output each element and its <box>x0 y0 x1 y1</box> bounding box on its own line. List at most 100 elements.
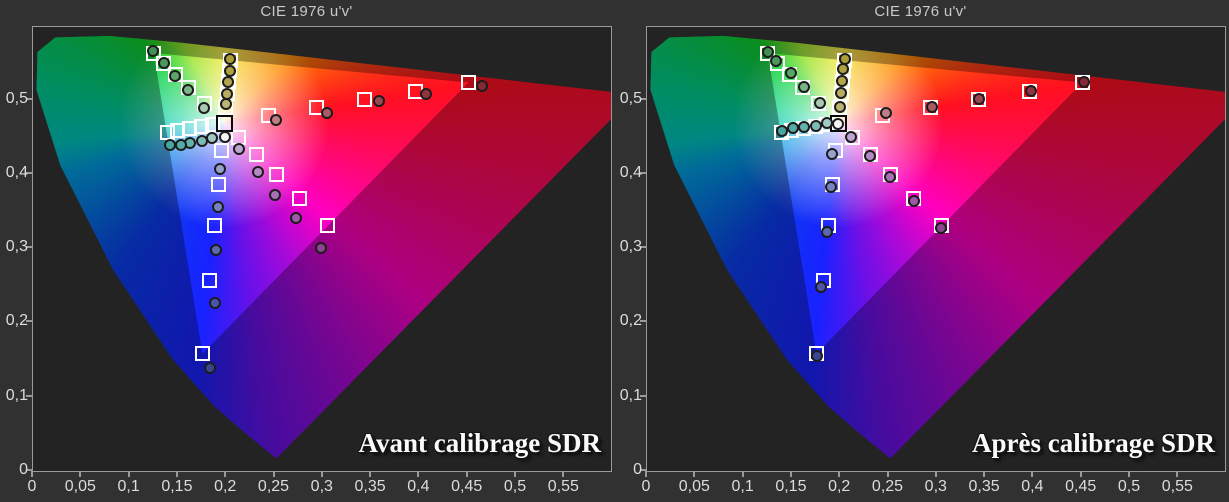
x-axis-tick-label: 0,4 <box>407 478 430 495</box>
red-target-60-marker <box>356 92 372 107</box>
red-measured-80-marker <box>420 88 433 101</box>
magenta-measured-20-marker <box>232 143 245 156</box>
x-axis-tick-label: 0,1 <box>731 478 754 495</box>
magenta-target-60-marker <box>268 167 284 183</box>
y-axis-tick <box>26 320 33 323</box>
x-axis-tick <box>562 471 565 477</box>
x-axis-tick <box>1079 471 1082 477</box>
red-measured-100-marker <box>476 80 489 93</box>
cyan-target-100-marker <box>159 124 175 140</box>
x-axis-tick-label: 0,05 <box>64 478 96 495</box>
white-point-measured-marker <box>832 118 845 131</box>
cyan-measured-80-marker <box>786 122 799 135</box>
x-axis-tick-label: 0,5 <box>1117 478 1141 495</box>
y-axis-tick <box>640 97 647 100</box>
blue-measured-40-marker <box>212 201 225 214</box>
y-axis-tick-label: 0,1 <box>619 386 642 404</box>
x-axis-tick <box>514 471 516 477</box>
blue-measured-80-marker <box>814 280 827 293</box>
green-measured-60-marker <box>169 70 181 83</box>
x-axis-tick-label: 0,4 <box>1021 478 1044 495</box>
red-measured-20-marker <box>270 114 283 127</box>
cyan-target-80-marker <box>170 123 186 139</box>
cyan-measured-100-marker <box>164 138 177 151</box>
y-axis-tick-label: 0,5 <box>5 89 28 107</box>
y-axis-tick <box>26 469 33 471</box>
y-axis-tick <box>26 394 33 397</box>
green-measured-80-marker <box>158 57 171 70</box>
red-measured-80-marker <box>1024 84 1037 97</box>
magenta-measured-60-marker <box>269 188 282 201</box>
yellow-measured-40-marker <box>221 87 234 100</box>
x-axis-tick <box>934 471 937 477</box>
yellow-measured-100-marker <box>224 53 237 66</box>
red-measured-40-marker <box>925 100 938 113</box>
cyan-measured-100-marker <box>776 124 789 137</box>
magenta-measured-40-marker <box>864 149 877 162</box>
y-axis-tick-label: 0,1 <box>5 386 28 404</box>
y-axis-tick-label: 0,4 <box>619 163 642 181</box>
x-axis-tick <box>31 471 33 477</box>
blue-measured-80-marker <box>208 297 221 310</box>
x-axis-tick-label: 0,25 <box>871 478 904 495</box>
y-axis-tick <box>26 97 33 100</box>
blue-target-40-marker <box>210 176 226 192</box>
x-axis-tick-label: 0,15 <box>775 478 807 495</box>
red-measured-60-marker <box>973 92 986 105</box>
x-axis-tick-label: 0 <box>27 478 37 495</box>
cyan-target-60-marker <box>181 120 197 136</box>
blue-measured-100-marker <box>203 361 216 374</box>
y-axis-tick <box>640 246 647 249</box>
caption-before: Avant calibrage SDR <box>358 428 602 458</box>
x-axis-tick <box>645 471 647 477</box>
x-axis-tick <box>127 471 130 477</box>
green-measured-40-marker <box>181 83 194 96</box>
y-axis-tick-label: 0,3 <box>619 238 642 256</box>
x-axis-tick <box>1176 471 1179 477</box>
x-axis-tick-label: 0,3 <box>310 478 333 495</box>
x-axis-tick <box>983 471 986 477</box>
yellow-measured-60-marker <box>222 75 235 88</box>
blue-target-100-marker <box>194 346 210 362</box>
x-axis-tick-label: 0,35 <box>968 478 1000 495</box>
x-axis-tick-label: 0,45 <box>451 478 483 495</box>
x-axis-tick <box>369 471 372 477</box>
x-axis-tick <box>417 471 420 477</box>
y-axis-tick-label: 0,5 <box>619 89 642 107</box>
x-axis-tick-label: 0,2 <box>828 478 851 495</box>
x-axis-tick-label: 0,2 <box>214 478 237 495</box>
cyan-target-20-marker <box>205 117 221 133</box>
blue-measured-60-marker <box>209 244 222 257</box>
x-axis-tick <box>224 471 227 477</box>
red-measured-20-marker <box>879 106 892 119</box>
y-axis-tick <box>640 469 647 471</box>
chart-title: CIE 1976 u'v' <box>260 3 353 20</box>
x-axis-tick <box>693 471 696 477</box>
magenta-measured-40-marker <box>252 166 265 179</box>
x-axis-tick-label: 0,25 <box>257 478 290 495</box>
x-axis-tick-label: 0,5 <box>503 478 527 495</box>
yellow-measured-40-marker <box>835 86 848 99</box>
x-axis-tick-label: 0,55 <box>547 478 579 495</box>
y-axis-tick-label: 0,3 <box>5 238 28 256</box>
magenta-measured-60-marker <box>884 170 897 183</box>
green-measured-60-marker <box>784 67 797 80</box>
blue-measured-20-marker <box>214 163 227 176</box>
y-axis-tick-label: 0 <box>19 461 28 478</box>
x-axis-tick <box>789 471 792 477</box>
magenta-target-80-marker <box>292 190 308 206</box>
chart-title: CIE 1976 u'v' <box>874 3 967 20</box>
y-axis-tick-label: 0,2 <box>619 312 642 330</box>
y-axis-tick <box>640 394 647 397</box>
x-axis-tick-label: 0,05 <box>678 478 710 495</box>
red-measured-100-marker <box>1077 76 1090 89</box>
cyan-target-40-marker <box>193 119 209 135</box>
blue-target-20-marker <box>213 143 229 159</box>
cyan-measured-20-marker <box>820 117 833 130</box>
y-axis-tick <box>26 246 33 249</box>
chromaticity-plot-before: Avant calibrage SDR <box>32 26 612 472</box>
magenta-measured-100-marker <box>934 222 947 235</box>
white-point-measured-marker <box>219 131 232 144</box>
y-axis-tick <box>640 320 647 323</box>
y-axis-tick <box>640 171 647 174</box>
